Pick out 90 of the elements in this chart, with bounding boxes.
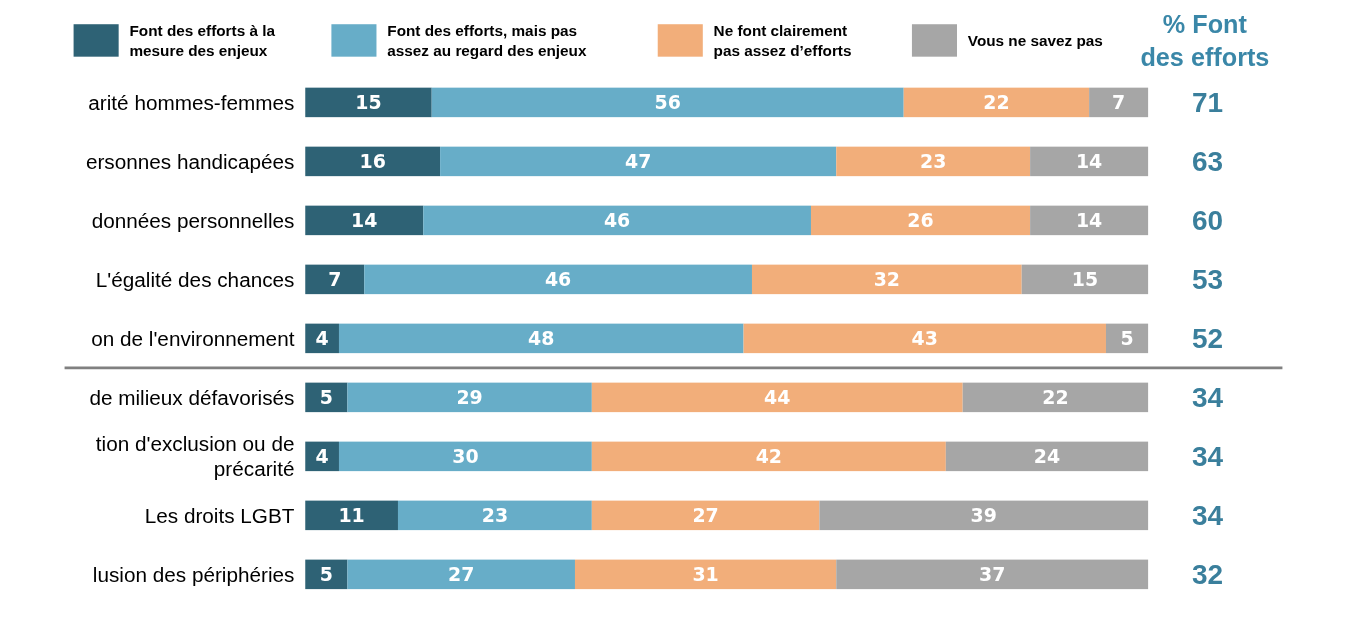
data-label: 16 [359,150,386,173]
data-label: 23 [920,150,947,173]
bar [423,205,811,236]
bar [440,146,837,177]
text: 60 [1192,205,1224,237]
y-tick-label: tion d'exclusion ou de précarité [95,432,295,481]
data-label: 32 [873,268,900,291]
text: 34 [1192,382,1224,414]
data-label: 46 [544,268,572,291]
bar [347,382,592,413]
text: 63 [1192,146,1224,178]
data-label: 15 [1071,268,1099,291]
data-label: 22 [983,91,1010,114]
data-label: 4 [315,445,329,467]
bar [431,87,904,118]
y-tick-label: Les droits LGBT [144,503,295,527]
data-label: 31 [692,562,719,585]
legend-label: Font des efforts, mais pas assez au regard des enjeux [387,21,587,59]
data-label: 4 [315,327,329,350]
data-label: 43 [911,327,938,350]
data-label: 39 [970,503,997,526]
bar [305,264,365,295]
data-label: 27 [692,503,719,526]
data-label: 24 [1033,445,1061,467]
data-label: 7 [328,268,342,291]
y-tick-label: de milieux défavorisés [89,385,295,409]
data-label: 30 [452,445,479,467]
bar [1089,87,1149,118]
bar [1030,205,1149,236]
legend-label: Vous ne savez pas [967,31,1103,49]
data-label: 44 [764,386,791,408]
data-label: 7 [1112,91,1126,114]
bar [591,441,946,472]
data-label: 15 [355,91,382,114]
data-label: 23 [481,503,509,526]
y-tick-label: on de l'environnement [91,326,295,350]
bar [591,382,963,413]
data-label: 56 [654,91,681,114]
bar [903,87,1090,118]
bar [338,323,744,354]
bar [305,146,441,177]
bar [364,264,752,295]
data-label: 5 [319,562,333,585]
bar [591,500,820,531]
bar [962,382,1149,413]
bar [810,205,1031,236]
y-tick-label: L'égalité des chances [95,267,295,291]
bar [819,500,1149,531]
data-label: 5 [319,386,333,408]
legend-label: Ne font clairement pas assez d’efforts [713,21,852,59]
text: 71 [1192,87,1224,119]
data-label: 37 [979,562,1006,585]
text: % Font des efforts [1140,10,1270,71]
data-label: 14 [1075,150,1103,173]
text: 52 [1192,323,1224,355]
data-label: 5 [1120,327,1134,350]
bar [397,500,592,531]
bar [347,559,575,590]
bar [945,441,1149,472]
text: 34 [1192,500,1224,532]
text: 32 [1192,559,1224,591]
y-tick-label: arité hommes-femmes [88,90,295,114]
data-label: 14 [351,209,378,232]
data-label: 48 [528,327,555,350]
bar [305,205,424,236]
data-label: 47 [625,150,652,173]
data-label: 42 [755,445,782,467]
y-tick-label: ersonnes handicapées [85,149,295,173]
legend-label: Font des efforts à la mesure des enjeux [129,21,276,59]
y-tick-label: données personnelles [91,208,295,232]
y-tick-label: lusion des périphéries [92,562,295,586]
bar [751,264,1022,295]
data-label: 29 [456,386,483,408]
bar [1021,264,1149,295]
bar [836,146,1031,177]
data-label: 26 [907,209,934,232]
text: 53 [1192,264,1224,296]
bar [574,559,837,590]
bar [1030,146,1149,177]
bar [836,559,1149,590]
bar [305,500,398,531]
data-label: 14 [1075,209,1103,232]
data-label: 22 [1042,386,1069,408]
bar [743,323,1106,354]
data-label: 11 [338,503,365,526]
data-label: 46 [603,209,631,232]
data-label: 27 [448,562,475,585]
bar [305,87,432,118]
text: 34 [1192,441,1224,473]
bar [338,441,592,472]
